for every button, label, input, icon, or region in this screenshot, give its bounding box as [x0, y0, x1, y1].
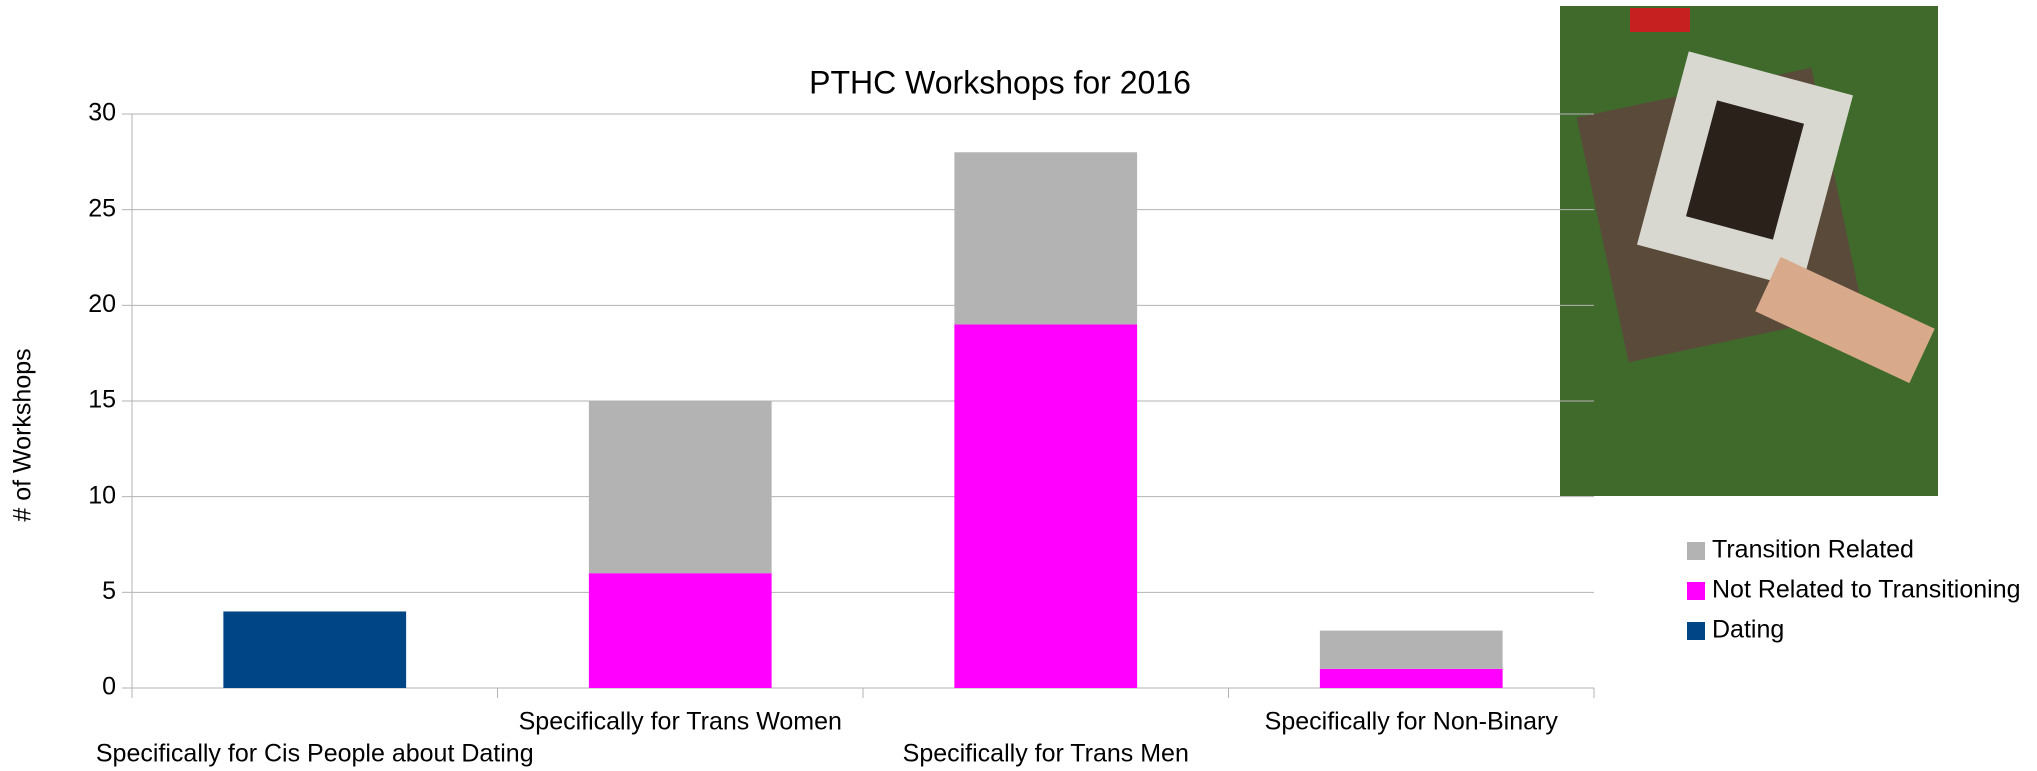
y-tick-label: 30 — [88, 99, 116, 127]
bar-segment — [588, 573, 772, 688]
x-tick-label: Specifically for Trans Men — [903, 740, 1189, 768]
legend-swatch — [1687, 542, 1705, 560]
legend-label: Transition Related — [1712, 536, 1914, 564]
x-tick-label: Specifically for Trans Women — [519, 708, 842, 736]
y-axis-label: # of Workshops — [9, 348, 37, 521]
legend-label: Dating — [1712, 616, 1784, 644]
y-tick-label: 0 — [102, 673, 116, 701]
chart-title: PTHC Workshops for 2016 — [809, 64, 1191, 100]
y-tick-label: 5 — [102, 577, 116, 605]
legend-label: Not Related to Transitioning — [1712, 576, 2021, 604]
bar-segment — [954, 324, 1138, 688]
y-tick-label: 15 — [88, 386, 116, 414]
legend-swatch — [1687, 622, 1705, 640]
y-tick-label: 10 — [88, 481, 116, 509]
bar-segment — [223, 611, 407, 688]
y-tick-label: 20 — [88, 290, 116, 318]
x-tick-label: Specifically for Cis People about Dating — [96, 740, 534, 768]
bar-segment — [588, 401, 772, 574]
bar-segment — [1319, 630, 1503, 669]
bar-segment — [954, 152, 1138, 325]
photo — [1560, 6, 1938, 496]
bar-segment — [1319, 668, 1503, 688]
y-tick-label: 25 — [88, 194, 116, 222]
legend-swatch — [1687, 582, 1705, 600]
x-tick-label: Specifically for Non-Binary — [1265, 708, 1559, 736]
